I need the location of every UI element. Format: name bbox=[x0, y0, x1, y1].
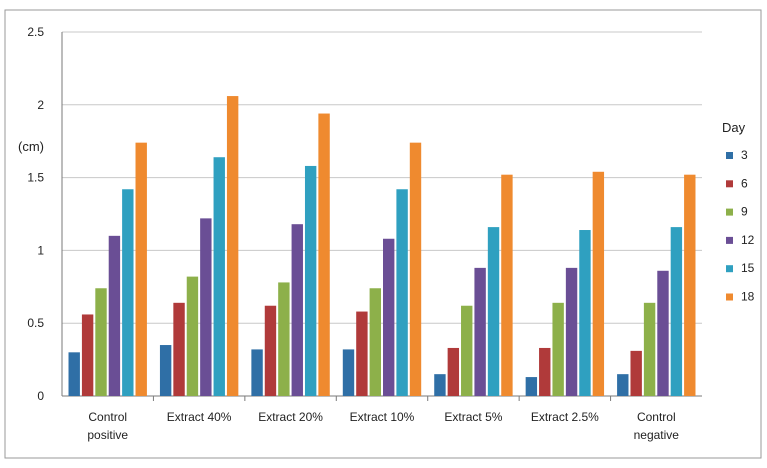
bar bbox=[552, 302, 564, 396]
legend-swatch bbox=[726, 236, 733, 244]
bar bbox=[186, 276, 199, 396]
legend-swatch bbox=[726, 293, 733, 301]
y-tick-label: 0 bbox=[37, 389, 44, 403]
bar bbox=[630, 350, 642, 396]
bar bbox=[396, 189, 408, 396]
legend-swatch bbox=[726, 180, 733, 188]
bar bbox=[318, 113, 330, 396]
bar bbox=[108, 235, 121, 396]
bar bbox=[447, 347, 460, 396]
bar bbox=[95, 288, 107, 396]
legend-label: 18 bbox=[741, 290, 755, 304]
bar bbox=[226, 96, 239, 397]
legend-label: 15 bbox=[741, 261, 755, 275]
bar bbox=[487, 227, 500, 396]
legend-label: 6 bbox=[741, 176, 748, 190]
legend-swatch bbox=[726, 265, 733, 273]
legend-swatch bbox=[726, 208, 733, 216]
x-tick-label: Extract 20% bbox=[258, 410, 323, 424]
bar bbox=[657, 270, 669, 396]
legend: Day 3 6 9 12 15 18 bbox=[722, 120, 755, 304]
bar bbox=[592, 171, 605, 396]
legend-label: 3 bbox=[741, 148, 748, 162]
bar bbox=[291, 224, 303, 396]
y-tick-label: 0.5 bbox=[27, 316, 44, 330]
bar bbox=[213, 157, 225, 396]
legend-label: 12 bbox=[741, 233, 755, 247]
x-tick-label: Control bbox=[88, 410, 127, 424]
bar bbox=[68, 352, 80, 396]
legend-title: Day bbox=[722, 120, 746, 135]
bar bbox=[617, 374, 629, 396]
legend-label: 9 bbox=[741, 205, 748, 219]
y-tick-label: 2 bbox=[37, 98, 44, 112]
x-tick-label: Extract 40% bbox=[167, 410, 232, 424]
bar bbox=[461, 305, 473, 396]
bar bbox=[251, 349, 263, 396]
bar bbox=[264, 305, 277, 396]
x-tick-label: Extract 5% bbox=[444, 410, 502, 424]
bars bbox=[68, 96, 696, 397]
x-tick-label: negative bbox=[634, 428, 680, 442]
bar bbox=[173, 302, 185, 396]
x-tick-label: Extract 10% bbox=[350, 410, 415, 424]
tick-labels: 0 0.5 1 1.5 2 2.5 Control positive Extract 40% Ex… bbox=[27, 25, 679, 442]
y-axis-label: (cm) bbox=[18, 139, 44, 154]
bar bbox=[278, 282, 290, 396]
bar bbox=[525, 377, 538, 396]
bar bbox=[670, 227, 683, 396]
bar bbox=[122, 189, 134, 396]
bar bbox=[356, 311, 368, 396]
bar bbox=[135, 142, 147, 396]
bar bbox=[434, 374, 446, 396]
bar bbox=[643, 302, 656, 396]
legend-swatch bbox=[726, 152, 733, 159]
bar bbox=[304, 165, 317, 396]
x-tick-label: positive bbox=[87, 428, 128, 442]
y-tick-label: 2.5 bbox=[27, 25, 44, 39]
bar bbox=[539, 347, 551, 396]
bar bbox=[369, 288, 381, 396]
bar bbox=[501, 174, 513, 396]
bar bbox=[342, 349, 355, 396]
x-tick-label: Control bbox=[637, 410, 676, 424]
bar bbox=[579, 230, 591, 396]
y-tick-label: 1 bbox=[37, 243, 44, 257]
bar bbox=[159, 345, 172, 396]
bar bbox=[383, 238, 395, 396]
bar bbox=[409, 142, 422, 396]
x-tick-label: Extract 2.5% bbox=[531, 410, 599, 424]
bar bbox=[684, 174, 696, 396]
bar bbox=[81, 314, 94, 396]
bar bbox=[474, 267, 486, 396]
bar bbox=[200, 218, 212, 396]
y-tick-label: 1.5 bbox=[27, 171, 44, 185]
bar bbox=[565, 267, 578, 396]
